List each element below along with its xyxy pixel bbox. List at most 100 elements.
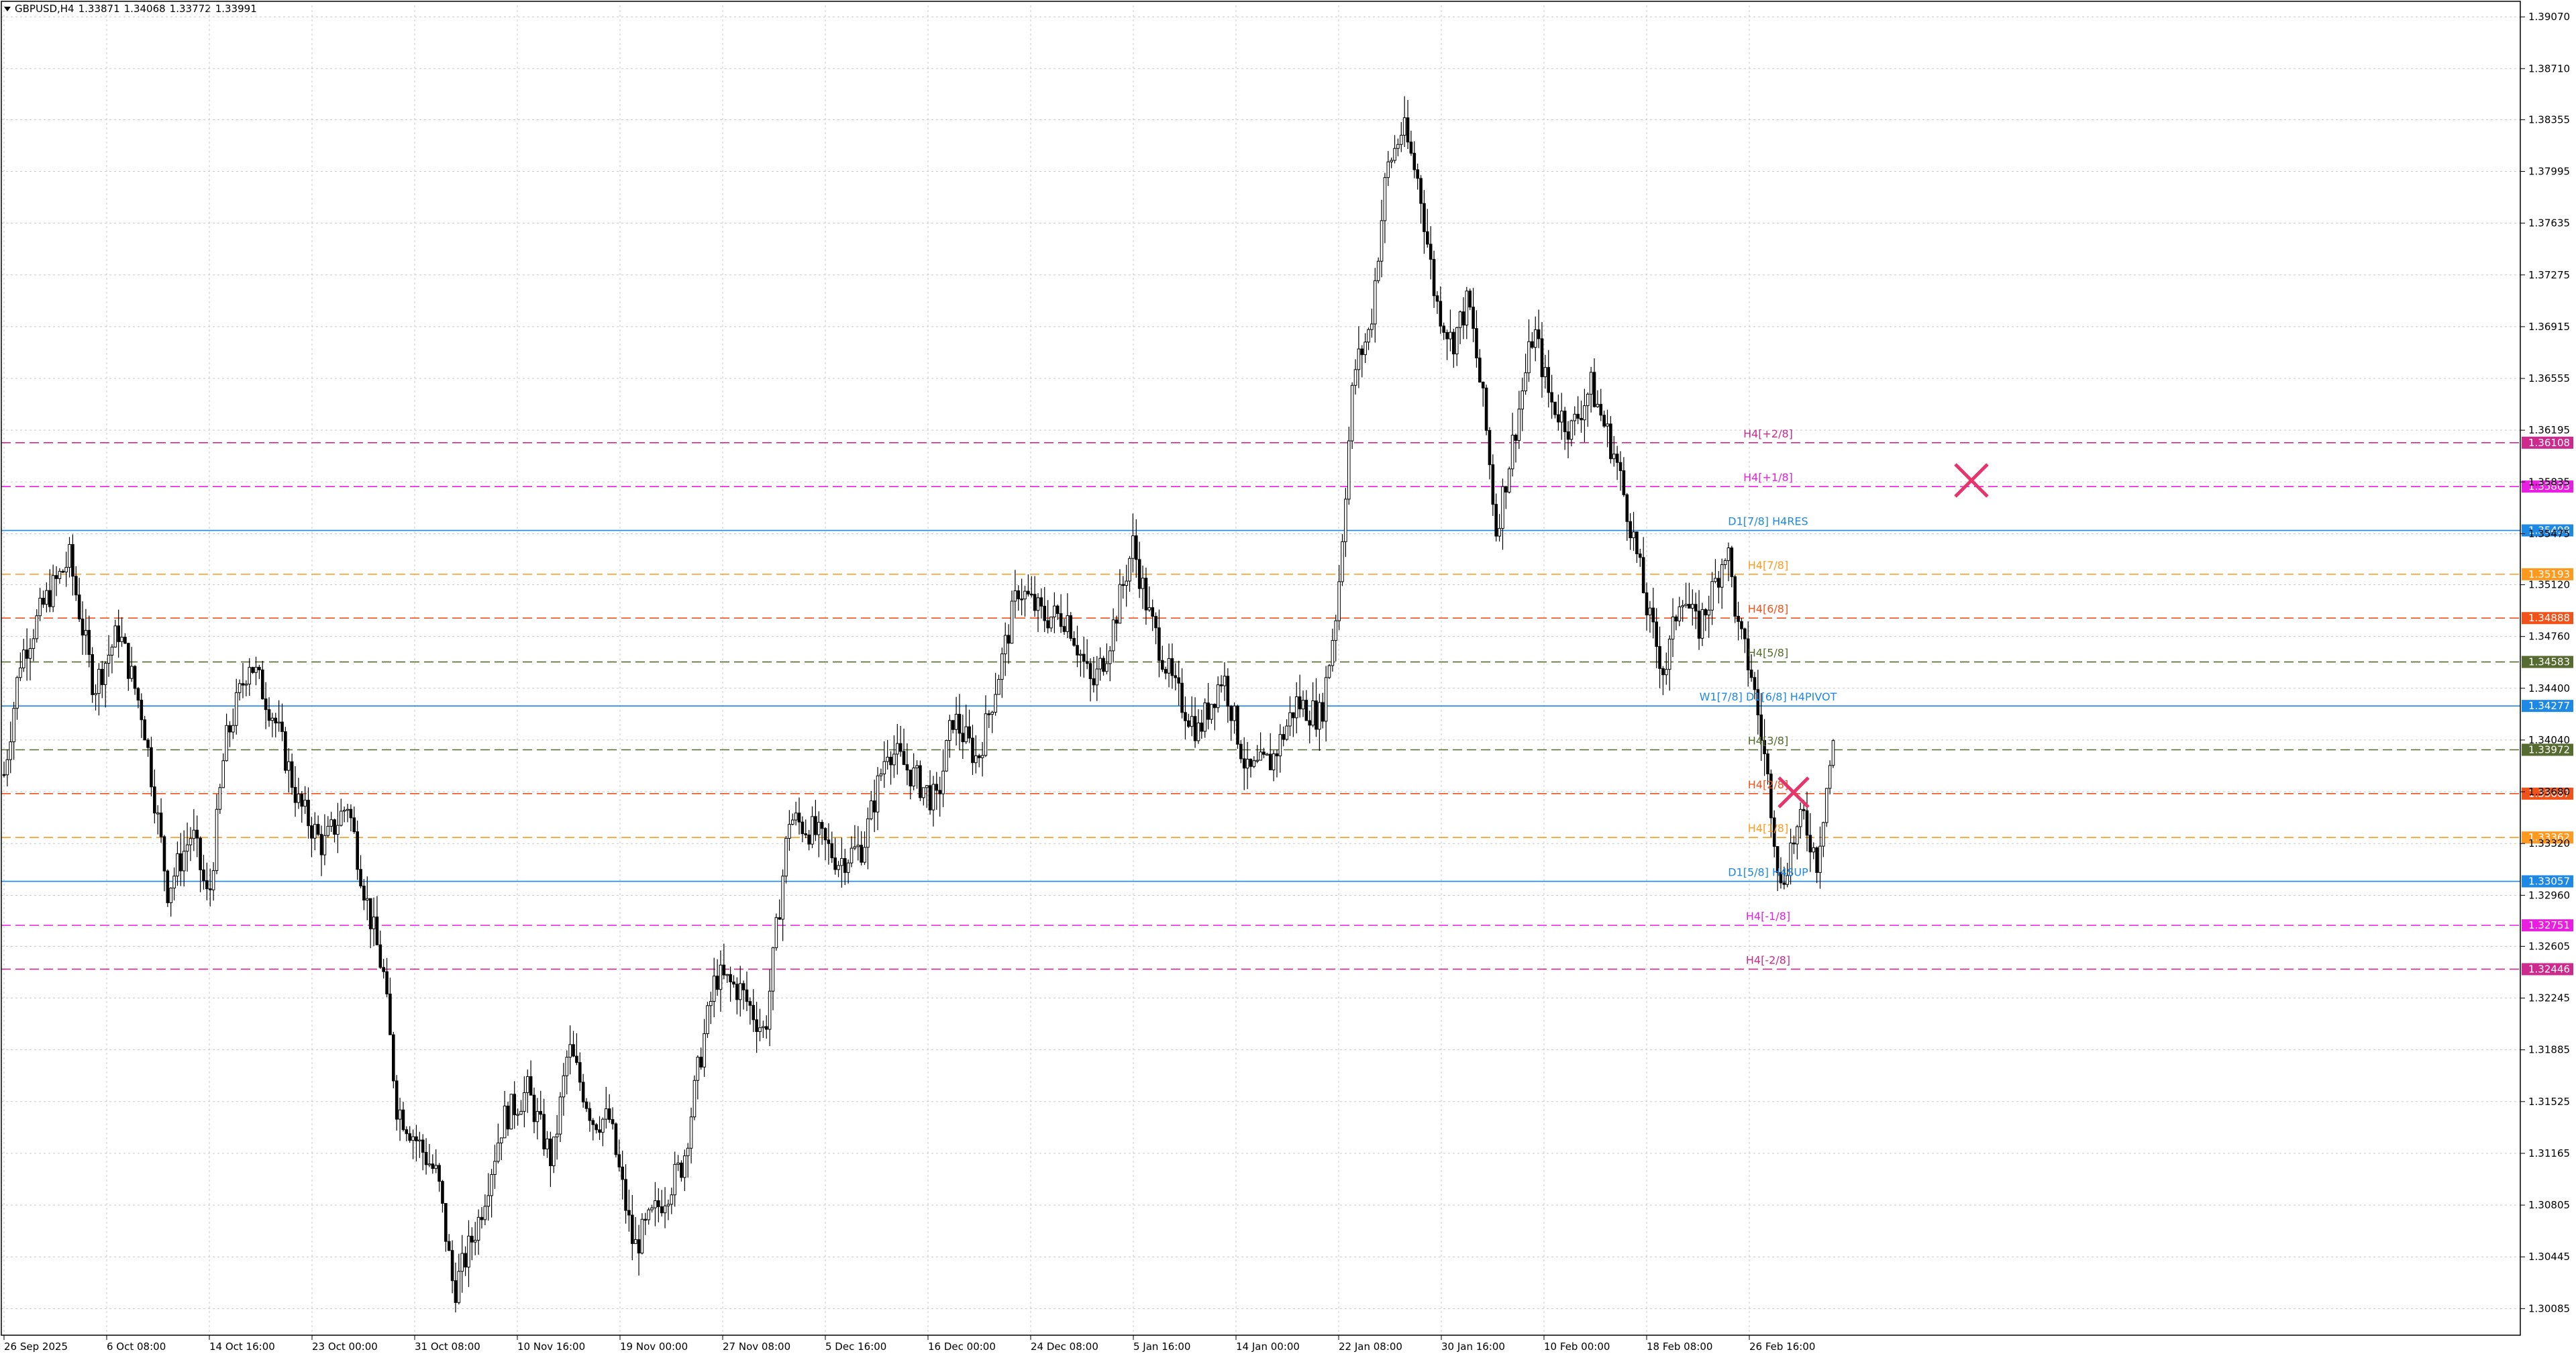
- candle-body: [519, 1110, 523, 1115]
- candle-body: [964, 726, 968, 743]
- candle-body: [1292, 712, 1295, 719]
- candle-body: [971, 737, 974, 764]
- candle-body: [1363, 342, 1367, 356]
- candle-body: [990, 712, 994, 715]
- candle-body: [1000, 654, 1004, 680]
- candle-body: [238, 683, 242, 693]
- candle-body: [977, 755, 981, 758]
- candle-body: [408, 1133, 411, 1141]
- price-tag: [2522, 568, 2573, 580]
- candle-body: [1200, 722, 1204, 732]
- candle-body: [1737, 615, 1740, 622]
- candle-body: [1350, 384, 1354, 441]
- candle-body: [290, 761, 294, 788]
- candle-body: [1190, 716, 1194, 727]
- candle-body: [437, 1165, 441, 1182]
- candle-body: [1596, 404, 1600, 407]
- candle-body: [745, 989, 749, 1002]
- candle-body: [117, 625, 120, 642]
- candle-body: [738, 983, 742, 1000]
- candle-body: [169, 888, 173, 903]
- level-label: H4[5/8]: [1748, 647, 1788, 660]
- candle-body: [1824, 788, 1828, 823]
- candle-body: [837, 865, 840, 870]
- price-tag: [2522, 787, 2573, 800]
- markers: [1778, 463, 1989, 809]
- candle-body: [1566, 431, 1570, 440]
- candle-body: [1023, 590, 1027, 600]
- candle-body: [1733, 576, 1737, 617]
- x-tick-label: 26 Feb 16:00: [1749, 1341, 1815, 1353]
- price-tag: [2522, 963, 2573, 976]
- candle-body: [562, 1075, 566, 1098]
- y-tick-label: 1.36555: [2528, 372, 2570, 384]
- candle-body: [1013, 590, 1017, 602]
- level-labels: H4[+2/8] 1.36108 H4[+1/8] 1.35803 D1[7/8] H4…: [1700, 427, 2573, 976]
- open-value: 1.33871: [78, 3, 120, 15]
- candle-body: [1714, 578, 1717, 582]
- candle-body: [1118, 584, 1122, 624]
- candle-body: [768, 990, 772, 1030]
- candle-body: [1792, 842, 1796, 845]
- y-tick-label: 1.30805: [2528, 1199, 2570, 1211]
- candle-body: [486, 1195, 491, 1207]
- candle-body: [1540, 338, 1544, 378]
- candle-body: [32, 638, 36, 649]
- candle-body: [182, 851, 186, 872]
- candle-body: [1533, 329, 1537, 348]
- dropdown-triangle-icon[interactable]: [4, 7, 11, 11]
- candle-body: [1003, 635, 1007, 655]
- candle-body: [1831, 740, 1835, 766]
- x-tick-label: 27 Nov 08:00: [723, 1341, 790, 1353]
- candle-body: [523, 1092, 526, 1112]
- candle-body: [1131, 535, 1135, 559]
- candle-body: [378, 944, 382, 968]
- candle-body: [1367, 329, 1370, 343]
- candle-body: [77, 594, 81, 619]
- price-tag-label: 1.35193: [2528, 568, 2570, 580]
- candle-body: [103, 663, 107, 685]
- candle-body: [1501, 486, 1504, 529]
- candle-body: [657, 1200, 660, 1208]
- candle-body: [1353, 369, 1357, 386]
- candle-body: [1049, 616, 1053, 629]
- candle-body: [1239, 743, 1243, 760]
- candle-body: [1694, 604, 1698, 612]
- candle-body: [1625, 494, 1629, 522]
- candle-body: [876, 775, 880, 813]
- candle-body: [260, 669, 264, 700]
- candle-body: [1380, 220, 1384, 262]
- candle-body: [382, 967, 385, 972]
- candle-body: [205, 880, 209, 890]
- candle-body: [1749, 670, 1753, 678]
- candle-body: [464, 1253, 467, 1268]
- candle-body: [951, 720, 955, 730]
- candle-body: [411, 1136, 415, 1141]
- candle-body: [1137, 559, 1141, 589]
- candle-body: [689, 1116, 693, 1149]
- candle-body: [1727, 547, 1731, 561]
- candle-body: [1573, 413, 1577, 421]
- candle-body: [415, 1136, 418, 1141]
- candle-body: [127, 643, 130, 679]
- candle-body: [1664, 669, 1668, 676]
- candle-body: [762, 1026, 765, 1029]
- candle-body: [1645, 592, 1649, 616]
- candle-body: [1697, 611, 1701, 639]
- candle-body: [1576, 413, 1580, 419]
- candle-body: [807, 834, 811, 845]
- candle-body: [823, 828, 827, 841]
- candle-body: [1272, 753, 1276, 770]
- price-tag: [2522, 700, 2573, 713]
- candle-body: [1678, 606, 1682, 622]
- candle-body: [1245, 758, 1249, 769]
- x-tick-label: 10 Nov 16:00: [517, 1341, 585, 1353]
- candle-body: [1648, 607, 1652, 616]
- candle-body: [189, 838, 193, 845]
- candle-body: [493, 1161, 497, 1175]
- candle-body: [1818, 845, 1822, 873]
- candle-body: [1494, 504, 1498, 537]
- y-tick-label: 1.36915: [2528, 321, 2570, 333]
- candle-body: [110, 646, 114, 656]
